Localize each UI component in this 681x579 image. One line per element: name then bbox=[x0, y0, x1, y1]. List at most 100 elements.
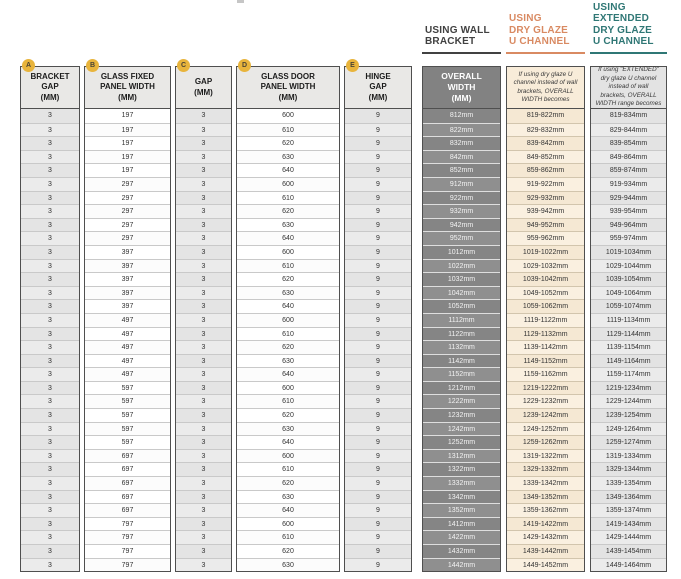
badge-d-icon: D bbox=[238, 59, 251, 72]
table-cell: 397 bbox=[85, 258, 170, 273]
table-cell: 1259-1274mm bbox=[591, 435, 666, 449]
table-cell: 9 bbox=[345, 122, 411, 137]
table-cell: 1349-1352mm bbox=[507, 489, 584, 504]
table-cell: 9 bbox=[345, 231, 411, 245]
table-cell: 620 bbox=[237, 340, 339, 354]
table-cell: 3 bbox=[176, 122, 231, 137]
table-cell: 197 bbox=[85, 122, 170, 137]
table-cell: 9 bbox=[345, 448, 411, 463]
table-cell: 597 bbox=[85, 380, 170, 395]
table-cell: 3 bbox=[21, 326, 79, 341]
table-cell: 1439-1454mm bbox=[591, 544, 666, 558]
table-cell: 620 bbox=[237, 204, 339, 218]
table-cell: 9 bbox=[345, 190, 411, 205]
table-cell: 600 bbox=[237, 448, 339, 463]
table-cell: 620 bbox=[237, 272, 339, 286]
table-cell: 3 bbox=[21, 530, 79, 544]
table-cell: 600 bbox=[237, 244, 339, 259]
table-cell: 1142mm bbox=[423, 353, 500, 368]
table-cell: 9 bbox=[345, 136, 411, 150]
table-cell: 3 bbox=[176, 217, 231, 232]
table-cell: 3 bbox=[21, 503, 79, 517]
table-cell: 640 bbox=[237, 231, 339, 245]
table-cell: 620 bbox=[237, 408, 339, 422]
table-cell: 797 bbox=[85, 530, 170, 544]
table-cell: 1449-1464mm bbox=[591, 557, 666, 572]
table-cell: 1129-1144mm bbox=[591, 326, 666, 341]
table-cell: 3 bbox=[176, 272, 231, 286]
table-cell: 610 bbox=[237, 190, 339, 205]
table-cell: 1319-1322mm bbox=[507, 448, 584, 463]
table-cell: 3 bbox=[176, 163, 231, 177]
table-cell: 3 bbox=[176, 231, 231, 245]
table-cell: 9 bbox=[345, 408, 411, 422]
badge-b-icon: B bbox=[86, 59, 99, 72]
table-cell: 630 bbox=[237, 353, 339, 368]
table-cell: 620 bbox=[237, 544, 339, 558]
table-cell: 597 bbox=[85, 408, 170, 422]
column-cells: 197 197 197 197 197 297 297 297 297 297 397 397 397 3… bbox=[85, 109, 170, 572]
table-cell: 1449-1452mm bbox=[507, 557, 584, 572]
table-cell: 942mm bbox=[423, 217, 500, 232]
table-cell: 3 bbox=[21, 136, 79, 150]
table-cell: 3 bbox=[176, 421, 231, 436]
group-header-zone: USING WALL BRACKET USING DRY GLAZE U CHA… bbox=[0, 0, 681, 66]
table-cell: 600 bbox=[237, 312, 339, 327]
table-cell: 1252mm bbox=[423, 435, 500, 449]
table-cell: 640 bbox=[237, 435, 339, 449]
table-cell: 640 bbox=[237, 367, 339, 381]
table-cell: 1059-1074mm bbox=[591, 299, 666, 313]
table-cell: 397 bbox=[85, 244, 170, 259]
table-cell: 630 bbox=[237, 557, 339, 572]
table-cell: 497 bbox=[85, 312, 170, 327]
table-cell: 1039-1042mm bbox=[507, 272, 584, 286]
table-cell: 3 bbox=[21, 557, 79, 572]
table-cell: 3 bbox=[176, 448, 231, 463]
table-cell: 3 bbox=[21, 163, 79, 177]
table-cell: 859-874mm bbox=[591, 163, 666, 177]
table-cell: 939-954mm bbox=[591, 204, 666, 218]
table-cell: 1042mm bbox=[423, 285, 500, 300]
table-cell: 812mm bbox=[423, 109, 500, 123]
table-cell: 1049-1064mm bbox=[591, 285, 666, 300]
table-cell: 3 bbox=[176, 435, 231, 449]
table-cell: 1249-1252mm bbox=[507, 421, 584, 436]
group-header-wall-bracket-label: USING WALL BRACKET bbox=[425, 24, 490, 48]
table-cell: 1429-1444mm bbox=[591, 530, 666, 544]
table-cell: 1249-1264mm bbox=[591, 421, 666, 436]
table-cell: 839-854mm bbox=[591, 136, 666, 150]
table-cell: 1359-1374mm bbox=[591, 503, 666, 517]
table-cell: 3 bbox=[21, 244, 79, 259]
table-cell: 1322mm bbox=[423, 462, 500, 477]
table-cell: 3 bbox=[176, 109, 231, 123]
table-cell: 600 bbox=[237, 380, 339, 395]
column-cells: 812mm 822mm 832mm 842mm 852mm 912mm 922mm 932mm… bbox=[423, 109, 500, 572]
table-cell: 3 bbox=[21, 462, 79, 477]
table-cell: 9 bbox=[345, 149, 411, 164]
table-cell: 1332mm bbox=[423, 476, 500, 490]
table-cell: 9 bbox=[345, 476, 411, 490]
table-cell: 3 bbox=[21, 489, 79, 504]
table-cell: 1312mm bbox=[423, 448, 500, 463]
table-cell: 3 bbox=[21, 204, 79, 218]
table-cell: 9 bbox=[345, 258, 411, 273]
table-cell: 3 bbox=[21, 285, 79, 300]
table-cell: 9 bbox=[345, 244, 411, 259]
table-cell: 1159-1174mm bbox=[591, 367, 666, 381]
column-cells: 819-822mm 829-832mm 839-842mm 849-852mm 859-… bbox=[507, 109, 584, 572]
table-cell: 9 bbox=[345, 557, 411, 572]
group-header-dry-glaze-label: USING DRY GLAZE U CHANNEL bbox=[509, 13, 570, 48]
table-cell: 3 bbox=[21, 435, 79, 449]
table-cell: 842mm bbox=[423, 149, 500, 164]
table-cell: 497 bbox=[85, 326, 170, 341]
table-cell: 497 bbox=[85, 367, 170, 381]
table-cell: 697 bbox=[85, 462, 170, 477]
table-cell: 3 bbox=[21, 312, 79, 327]
table-cell: 597 bbox=[85, 421, 170, 436]
group-header-dry-glaze: USING DRY GLAZE U CHANNEL bbox=[506, 0, 585, 54]
table-cell: 630 bbox=[237, 285, 339, 300]
table-cell: 9 bbox=[345, 489, 411, 504]
table-cell: 3 bbox=[176, 394, 231, 409]
table-cell: 1059-1062mm bbox=[507, 299, 584, 313]
